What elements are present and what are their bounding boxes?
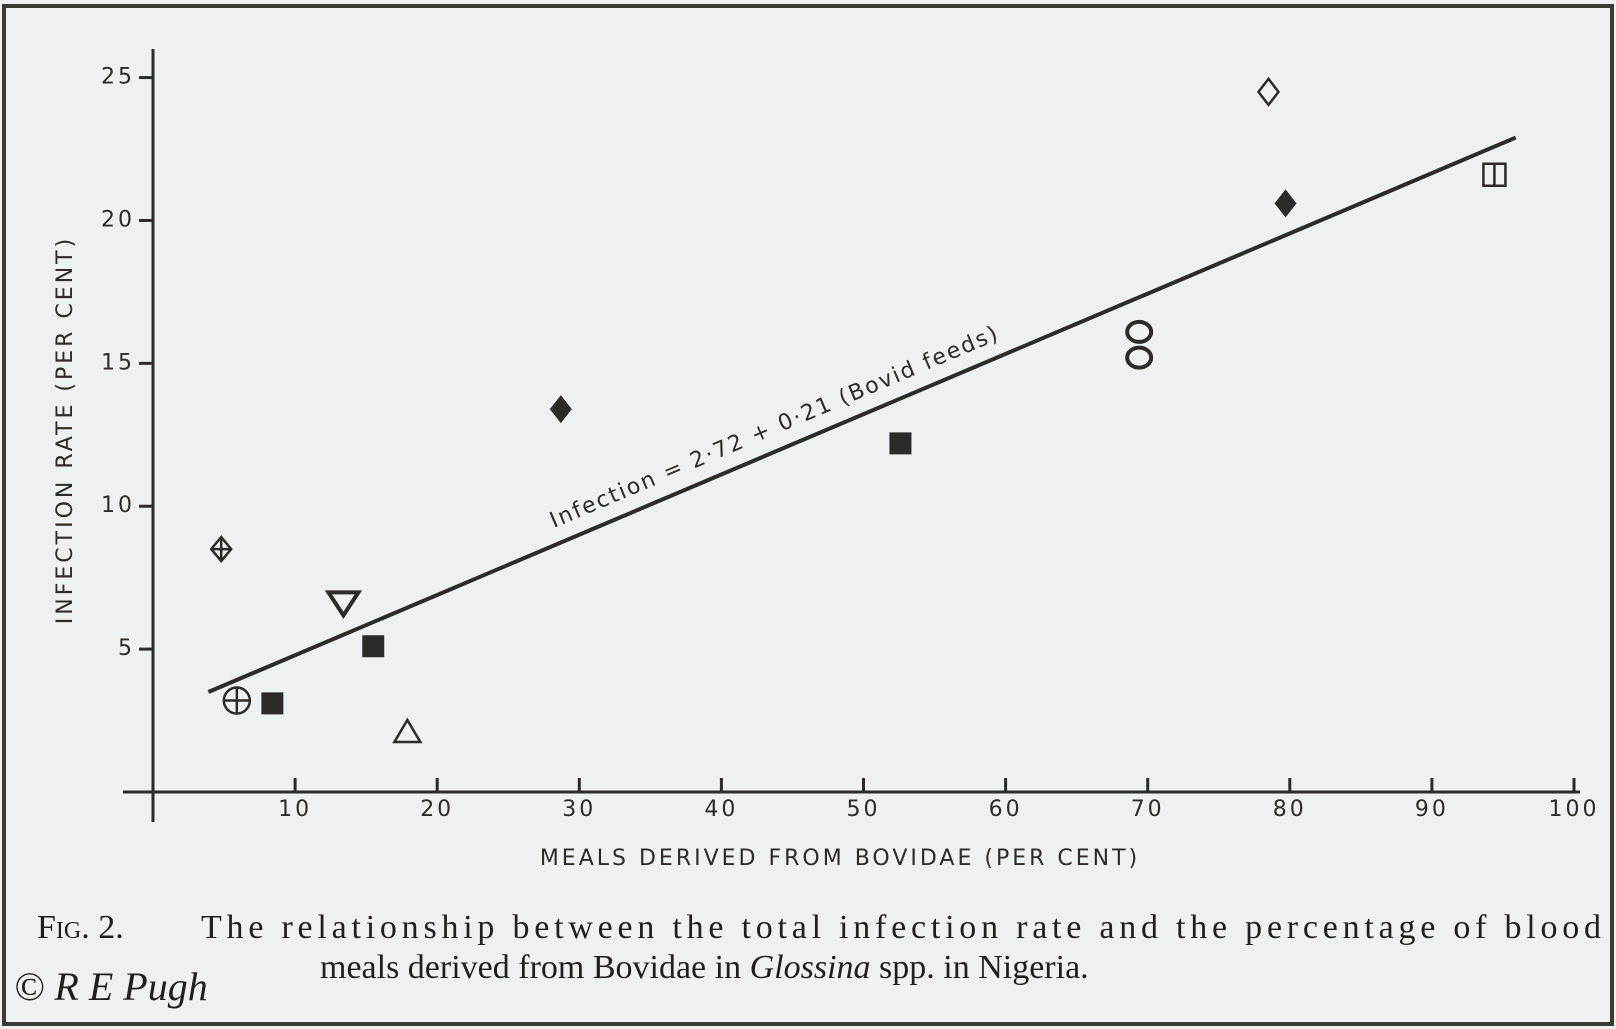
marker: [261, 692, 284, 715]
caption-text: Glossina: [750, 949, 871, 986]
marker: [209, 535, 233, 564]
y-tick-label: 15: [101, 350, 135, 375]
x-tick-label: 100: [1549, 797, 1600, 822]
caption-label: Fig. 2.: [37, 909, 124, 946]
caption-text: spp. in Nigeria.: [871, 949, 1089, 986]
x-tick-label: 70: [1131, 797, 1165, 822]
marker: [1482, 162, 1507, 187]
copyright: © R E Pugh: [14, 964, 208, 1009]
x-tick-label: 50: [847, 797, 881, 822]
x-axis-label: MEALS DERIVED FROM BOVIDAE (PER CENT): [540, 846, 1140, 871]
caption-line: The relationship between the total infec…: [201, 909, 1601, 946]
x-tick-label: 40: [704, 797, 738, 822]
marker: [1274, 189, 1297, 218]
trend-line: [207, 135, 1517, 694]
x-tick-label: 80: [1273, 797, 1307, 822]
marker: [362, 635, 385, 658]
y-tick-label: 10: [101, 493, 135, 518]
y-tick-label: 5: [118, 636, 135, 661]
y-axis-label: INFECTION RATE (PER CENT): [53, 236, 78, 624]
marker: [889, 432, 912, 455]
marker: [392, 717, 423, 744]
x-tick-label: 30: [562, 797, 596, 822]
y-tick-label: 25: [101, 65, 135, 90]
marker: [549, 395, 572, 424]
marker: [222, 686, 252, 715]
y-tick-label: 20: [101, 207, 135, 232]
x-tick-label: 90: [1415, 797, 1449, 822]
frame: [2, 4, 1614, 1026]
marker: [1256, 76, 1281, 107]
marker: [1125, 319, 1154, 344]
marker: [324, 590, 363, 620]
caption-text: meals derived from Bovidae in: [320, 949, 750, 986]
caption-line: meals derived from Bovidae in Glossina s…: [320, 949, 1089, 986]
x-tick-label: 60: [989, 797, 1023, 822]
x-tick-label: 20: [420, 797, 454, 822]
marker: [1125, 345, 1154, 370]
x-tick-label: 10: [278, 797, 312, 822]
